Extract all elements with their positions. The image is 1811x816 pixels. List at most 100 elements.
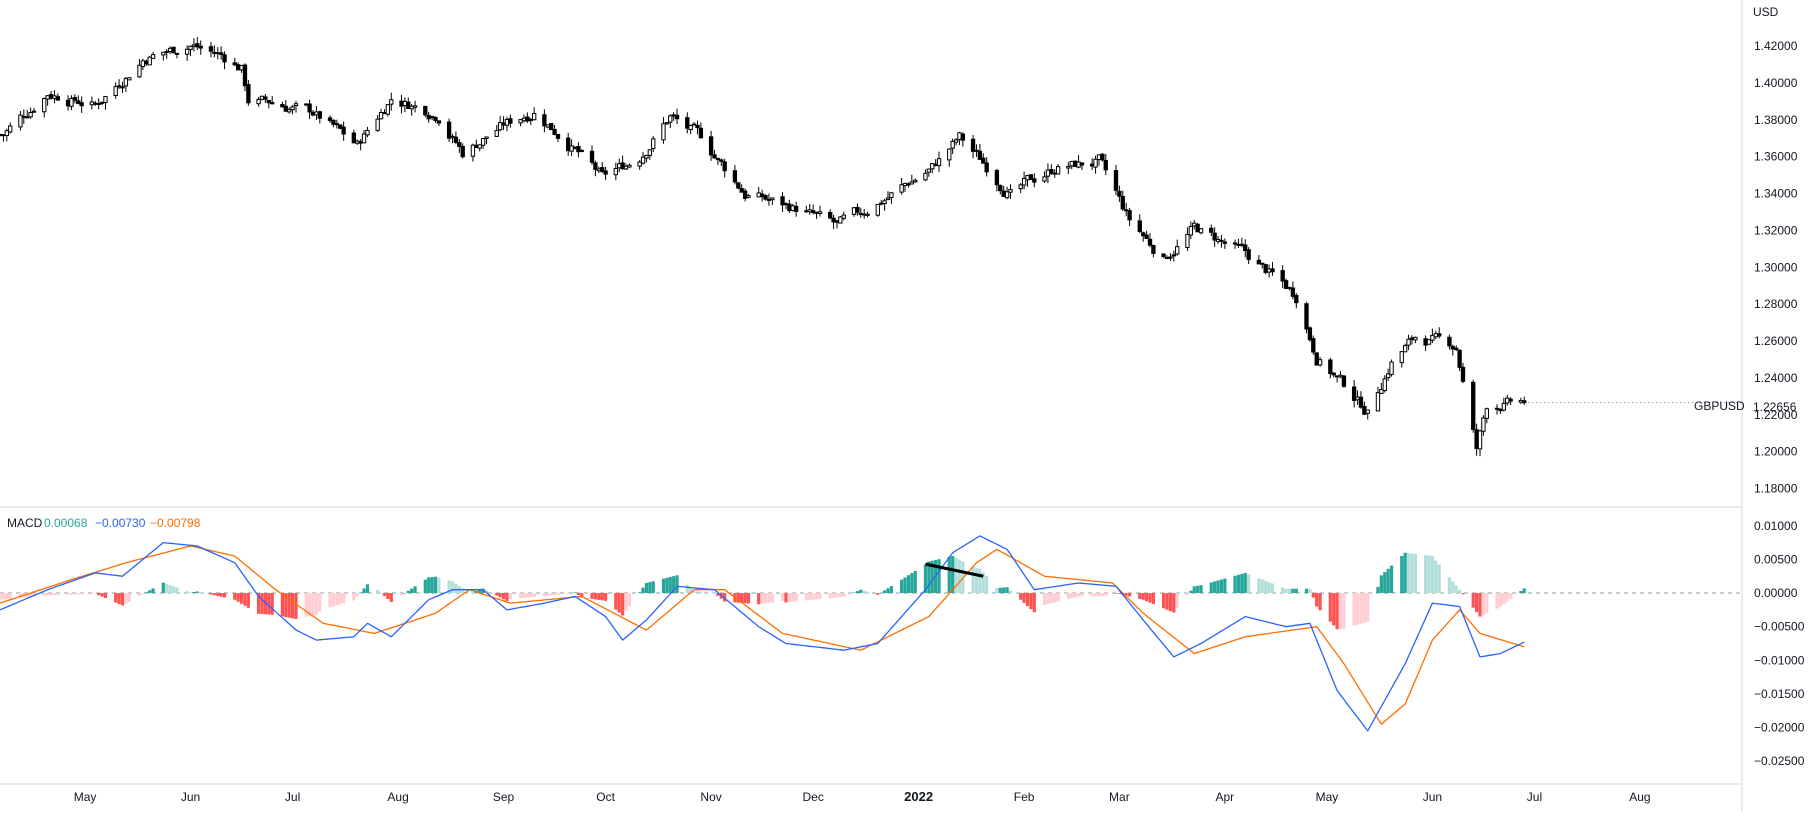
candle-body <box>671 114 676 117</box>
candle-body <box>715 158 721 161</box>
candle-body <box>1246 249 1251 260</box>
candle-body <box>334 123 339 126</box>
macd-histogram-bar <box>879 592 883 594</box>
candle <box>855 203 860 216</box>
candle-body <box>1093 158 1098 168</box>
candle <box>763 194 768 201</box>
candle-body <box>953 139 959 143</box>
candle <box>446 118 452 142</box>
macd-histogram-bar <box>740 593 744 603</box>
macd-histogram-bar <box>923 564 928 594</box>
candle-body <box>259 95 265 100</box>
candle-body <box>998 185 1003 192</box>
macd-histogram-bar <box>1138 593 1142 599</box>
macd-histogram-bar <box>1335 593 1339 630</box>
candle <box>406 97 411 109</box>
candle <box>1263 263 1268 275</box>
candle-body <box>1403 345 1408 353</box>
macd-histogram-bar <box>1046 593 1050 605</box>
candle-body <box>21 115 26 118</box>
macd-histogram-bar <box>971 566 975 594</box>
candle <box>351 129 357 144</box>
candle-body <box>93 102 98 105</box>
macd-histogram-bar <box>1315 593 1319 607</box>
macd-histogram-bar <box>855 591 859 594</box>
macd-histogram-bar <box>124 593 128 604</box>
macd-histogram-bar <box>18 593 23 598</box>
candle-body <box>150 54 156 59</box>
macd-histogram-bar <box>627 593 632 607</box>
candle <box>147 56 152 66</box>
macd-legend-histogram-value: 0.00068 <box>44 516 88 530</box>
time-tick-label: Mar <box>1109 790 1130 804</box>
candle <box>1460 362 1466 384</box>
macd-histogram-bar <box>505 593 509 601</box>
candle-body <box>164 51 169 54</box>
candle-body <box>1147 238 1153 246</box>
macd-histogram-bar <box>1519 591 1523 594</box>
macd-histogram-bar <box>712 593 717 594</box>
candle-body <box>1243 244 1248 252</box>
candle <box>542 109 547 133</box>
macd-histogram-bar <box>600 593 604 601</box>
macd-histogram-bar <box>461 588 465 594</box>
candle-body <box>688 124 693 131</box>
candle <box>232 57 237 67</box>
candle-body <box>1239 243 1245 246</box>
candle <box>668 114 673 129</box>
candle <box>195 37 200 50</box>
time-tick-label: May <box>1316 790 1339 804</box>
candle-body <box>637 161 642 167</box>
macd-histogram-bar <box>331 593 336 607</box>
candle <box>164 49 169 59</box>
candle <box>865 211 870 218</box>
candle-body <box>171 46 176 54</box>
candle <box>96 98 101 110</box>
candle-body <box>1334 375 1340 378</box>
macd-histogram-bar <box>1308 588 1312 594</box>
macd-histogram-bar <box>998 587 1002 594</box>
macd-histogram-bar <box>1454 585 1458 594</box>
price-pane[interactable] <box>0 37 1742 457</box>
candle <box>960 132 966 147</box>
candle-body <box>1032 178 1037 183</box>
candle-body <box>1198 228 1204 234</box>
macd-histogram-bar <box>1080 593 1084 597</box>
candle <box>674 108 680 125</box>
macd-histogram-bar <box>985 576 989 594</box>
macd-histogram-bar <box>689 588 693 594</box>
candle-body <box>1127 210 1132 221</box>
candle-body <box>1212 232 1217 241</box>
macd-histogram-bar <box>624 593 628 611</box>
candle <box>174 52 180 59</box>
macd-histogram-bar <box>256 593 261 614</box>
candle-body <box>1280 270 1285 282</box>
macd-pane[interactable] <box>0 535 1742 732</box>
candle-body <box>1219 239 1224 242</box>
macd-histogram-bar <box>743 593 747 604</box>
macd-histogram-bar <box>672 576 676 594</box>
candle <box>1120 190 1125 211</box>
candle-body <box>1518 399 1524 403</box>
candle <box>637 160 642 170</box>
candle <box>926 168 932 177</box>
macd-tick-label: −0.02500 <box>1754 754 1805 768</box>
macd-drawn-trendline[interactable] <box>925 562 984 578</box>
candle-body <box>1290 287 1296 297</box>
candle-body <box>759 193 765 198</box>
macd-histogram-bar <box>1522 588 1526 594</box>
candle-body <box>974 149 979 152</box>
candle-body <box>1437 333 1442 337</box>
candle <box>739 184 744 193</box>
candle-body <box>406 101 411 109</box>
candle <box>1072 160 1078 168</box>
candle-body <box>1338 374 1343 378</box>
macd-histogram-bar <box>1434 560 1438 594</box>
candle-body <box>1141 232 1146 237</box>
macd-histogram-bar <box>1185 593 1190 596</box>
macd-histogram-bar <box>865 591 870 594</box>
price-tick-label: 1.30000 <box>1754 260 1798 274</box>
candle-body <box>433 116 438 121</box>
macd-histogram-bar <box>1151 593 1155 605</box>
